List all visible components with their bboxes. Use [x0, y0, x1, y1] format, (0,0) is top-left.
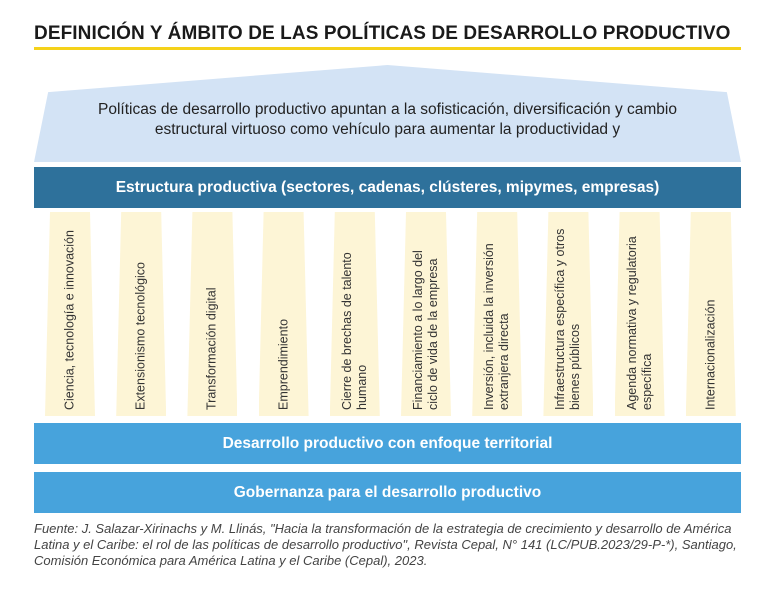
- pillar-label: Emprendimiento: [276, 318, 291, 410]
- pillar: [116, 212, 167, 416]
- roof-text: Políticas de desarrollo productivo apunt…: [98, 101, 677, 138]
- pillar-label: Cierre de brechas de talento humano: [339, 252, 369, 410]
- pillar-label: Extensionismo tecnológico: [133, 262, 148, 410]
- page-title: DEFINICIÓN Y ÁMBITO DE LAS POLÍTICAS DE …: [34, 23, 731, 44]
- pillar: [472, 212, 523, 416]
- title-underline: [34, 47, 741, 50]
- pillar: [685, 212, 736, 416]
- pillar: [614, 212, 665, 416]
- territorial-band: Desarrollo productivo con enfoque territ…: [34, 423, 741, 464]
- pillar-label: Transformación digital: [204, 287, 219, 410]
- pillar-label: Infraestructura específica y otros biene…: [553, 228, 583, 410]
- pillar: [258, 212, 309, 416]
- pillar: [543, 212, 594, 416]
- pillar: [401, 212, 451, 416]
- pillar-label: Inversión, incluida la inversión extranj…: [482, 243, 512, 410]
- pillar-label: Agenda normativa y regulatoria específic…: [624, 236, 654, 410]
- pillar-label: Internacionalización: [703, 299, 718, 411]
- pillar: [45, 212, 95, 416]
- pillar: [329, 212, 380, 416]
- pillar-label: Financiamiento a lo largo del ciclo de v…: [411, 250, 440, 410]
- governance-band: Gobernanza para el desarrollo productivo: [34, 472, 741, 513]
- pillar-label: Ciencia, tecnología e innovación: [62, 230, 77, 410]
- structure-band: Estructura productiva (sectores, cadenas…: [34, 167, 741, 208]
- pillar: [187, 212, 238, 416]
- source-note: Fuente: J. Salazar-Xirinachs y M. Llinás…: [34, 521, 737, 568]
